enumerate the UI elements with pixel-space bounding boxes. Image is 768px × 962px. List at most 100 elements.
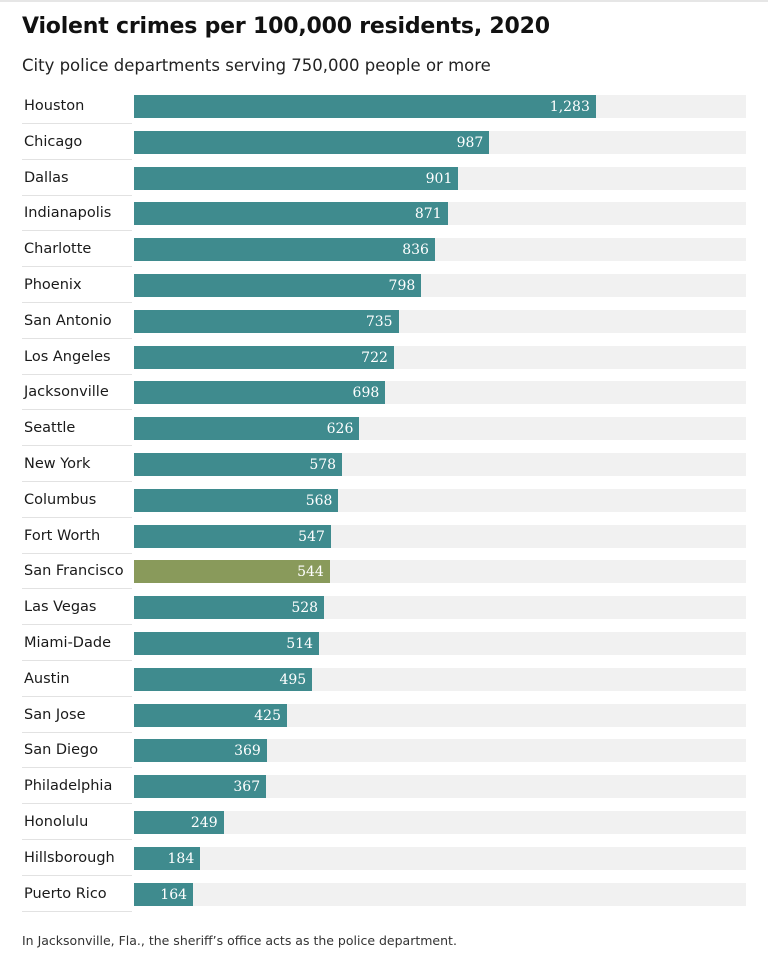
value-label: 901 <box>425 170 453 187</box>
category-label: Miami-Dade <box>24 635 111 651</box>
value-label: 735 <box>365 313 393 330</box>
chart-title: Violent crimes per 100,000 residents, 20… <box>22 14 550 39</box>
bar-row: Puerto Rico 164 <box>22 876 746 912</box>
value-label: 578 <box>309 457 337 473</box>
category-label: Charlotte <box>24 241 92 258</box>
value-label: 425 <box>254 707 281 724</box>
category-label: San Francisco <box>24 563 124 580</box>
bar-row: Phoenix 798 <box>22 267 746 303</box>
category-label: Houston <box>24 98 85 114</box>
bar-track: 369 <box>134 739 746 763</box>
bar-row: San Diego 369 <box>22 732 746 769</box>
bar-row: Austin 495 <box>22 661 746 697</box>
bar-track: 547 <box>134 524 746 548</box>
bar: 626 <box>134 417 360 441</box>
bar-row: Philadelphia 367 <box>22 768 746 805</box>
bar: 836 <box>134 238 435 262</box>
value-label: 871 <box>414 206 442 223</box>
value-label: 722 <box>361 349 388 366</box>
bar: 568 <box>134 488 339 512</box>
bar: 367 <box>134 775 267 799</box>
bar-row: Houston 1,283 <box>22 88 746 124</box>
row-separator <box>22 516 132 518</box>
bar: 798 <box>134 274 422 297</box>
bar: 249 <box>134 811 224 834</box>
bar: 698 <box>134 381 386 405</box>
row-separator <box>22 624 132 626</box>
bar-track: 367 <box>134 775 746 799</box>
value-label: 1,283 <box>549 99 590 115</box>
value-label: 698 <box>352 385 380 402</box>
bar: 871 <box>134 202 448 226</box>
category-label: Austin <box>24 670 70 687</box>
bar: 722 <box>134 345 394 369</box>
top-rule <box>0 0 768 2</box>
bar-track: 871 <box>134 202 746 226</box>
category-label: Chicago <box>24 133 83 150</box>
bar-track: 698 <box>134 381 746 405</box>
value-label: 528 <box>291 600 319 617</box>
bar: 528 <box>134 596 325 620</box>
bar-row: San Francisco 544 <box>22 553 746 590</box>
row-separator <box>22 660 132 661</box>
bar-track: 425 <box>134 703 746 727</box>
bar-row: Miami-Dade 514 <box>22 625 746 661</box>
row-separator <box>22 373 132 375</box>
bar-row: Las Vegas 528 <box>22 589 746 626</box>
row-separator <box>22 194 132 196</box>
bar-track: 735 <box>134 309 746 333</box>
category-label: Honolulu <box>24 814 89 830</box>
bar-row: Chicago 987 <box>22 124 746 160</box>
category-label: Hillsborough <box>24 849 115 866</box>
bar-row: New York 578 <box>22 446 746 482</box>
bar-track: 184 <box>134 846 746 870</box>
category-label: San Diego <box>24 742 99 759</box>
row-separator <box>22 481 132 482</box>
category-label: New York <box>24 456 91 472</box>
category-label: Seattle <box>24 420 76 437</box>
bar-row: Seattle 626 <box>22 410 746 447</box>
value-label: 626 <box>326 421 354 438</box>
value-label: 249 <box>190 815 218 831</box>
bar: 544 <box>134 560 330 584</box>
row-separator <box>22 803 132 805</box>
row-separator <box>22 874 132 876</box>
value-label: 547 <box>298 528 325 545</box>
value-label: 836 <box>402 242 429 259</box>
bar: 987 <box>134 130 490 154</box>
bar: 514 <box>134 632 320 655</box>
bar-track: 1,283 <box>134 95 746 118</box>
row-separator <box>22 302 132 303</box>
bar-row: Indianapolis 871 <box>22 195 746 232</box>
category-label: Jacksonville <box>24 384 109 401</box>
row-separator <box>22 230 132 232</box>
bar-row: San Antonio 735 <box>22 303 746 339</box>
bar-row: Hillsborough 184 <box>22 840 746 876</box>
category-label: Las Vegas <box>24 599 97 616</box>
category-label: Indianapolis <box>24 205 112 222</box>
category-label: Columbus <box>24 491 97 508</box>
bar-track: 514 <box>134 632 746 655</box>
bar: 184 <box>134 846 201 870</box>
value-label: 164 <box>160 886 188 903</box>
row-separator <box>22 588 132 590</box>
bar-row: Dallas 901 <box>22 160 746 196</box>
bar: 578 <box>134 453 343 476</box>
bar-row: Honolulu 249 <box>22 804 746 840</box>
footnote: In Jacksonville, Fla., the sheriff’s off… <box>22 933 457 948</box>
bar-track: 568 <box>134 488 746 512</box>
bar: 164 <box>134 882 194 906</box>
value-label: 514 <box>286 636 314 652</box>
bar: 735 <box>134 309 399 333</box>
value-label: 798 <box>388 278 416 294</box>
bar: 1,283 <box>134 95 596 118</box>
bar-track: 836 <box>134 238 746 262</box>
value-label: 568 <box>305 492 333 509</box>
row-separator <box>22 695 132 697</box>
bar-row: Columbus 568 <box>22 482 746 518</box>
value-label: 495 <box>279 671 307 688</box>
bar-row: Jacksonville 698 <box>22 374 746 411</box>
row-separator <box>22 731 132 733</box>
row-separator <box>22 839 132 840</box>
bar-track: 544 <box>134 560 746 584</box>
